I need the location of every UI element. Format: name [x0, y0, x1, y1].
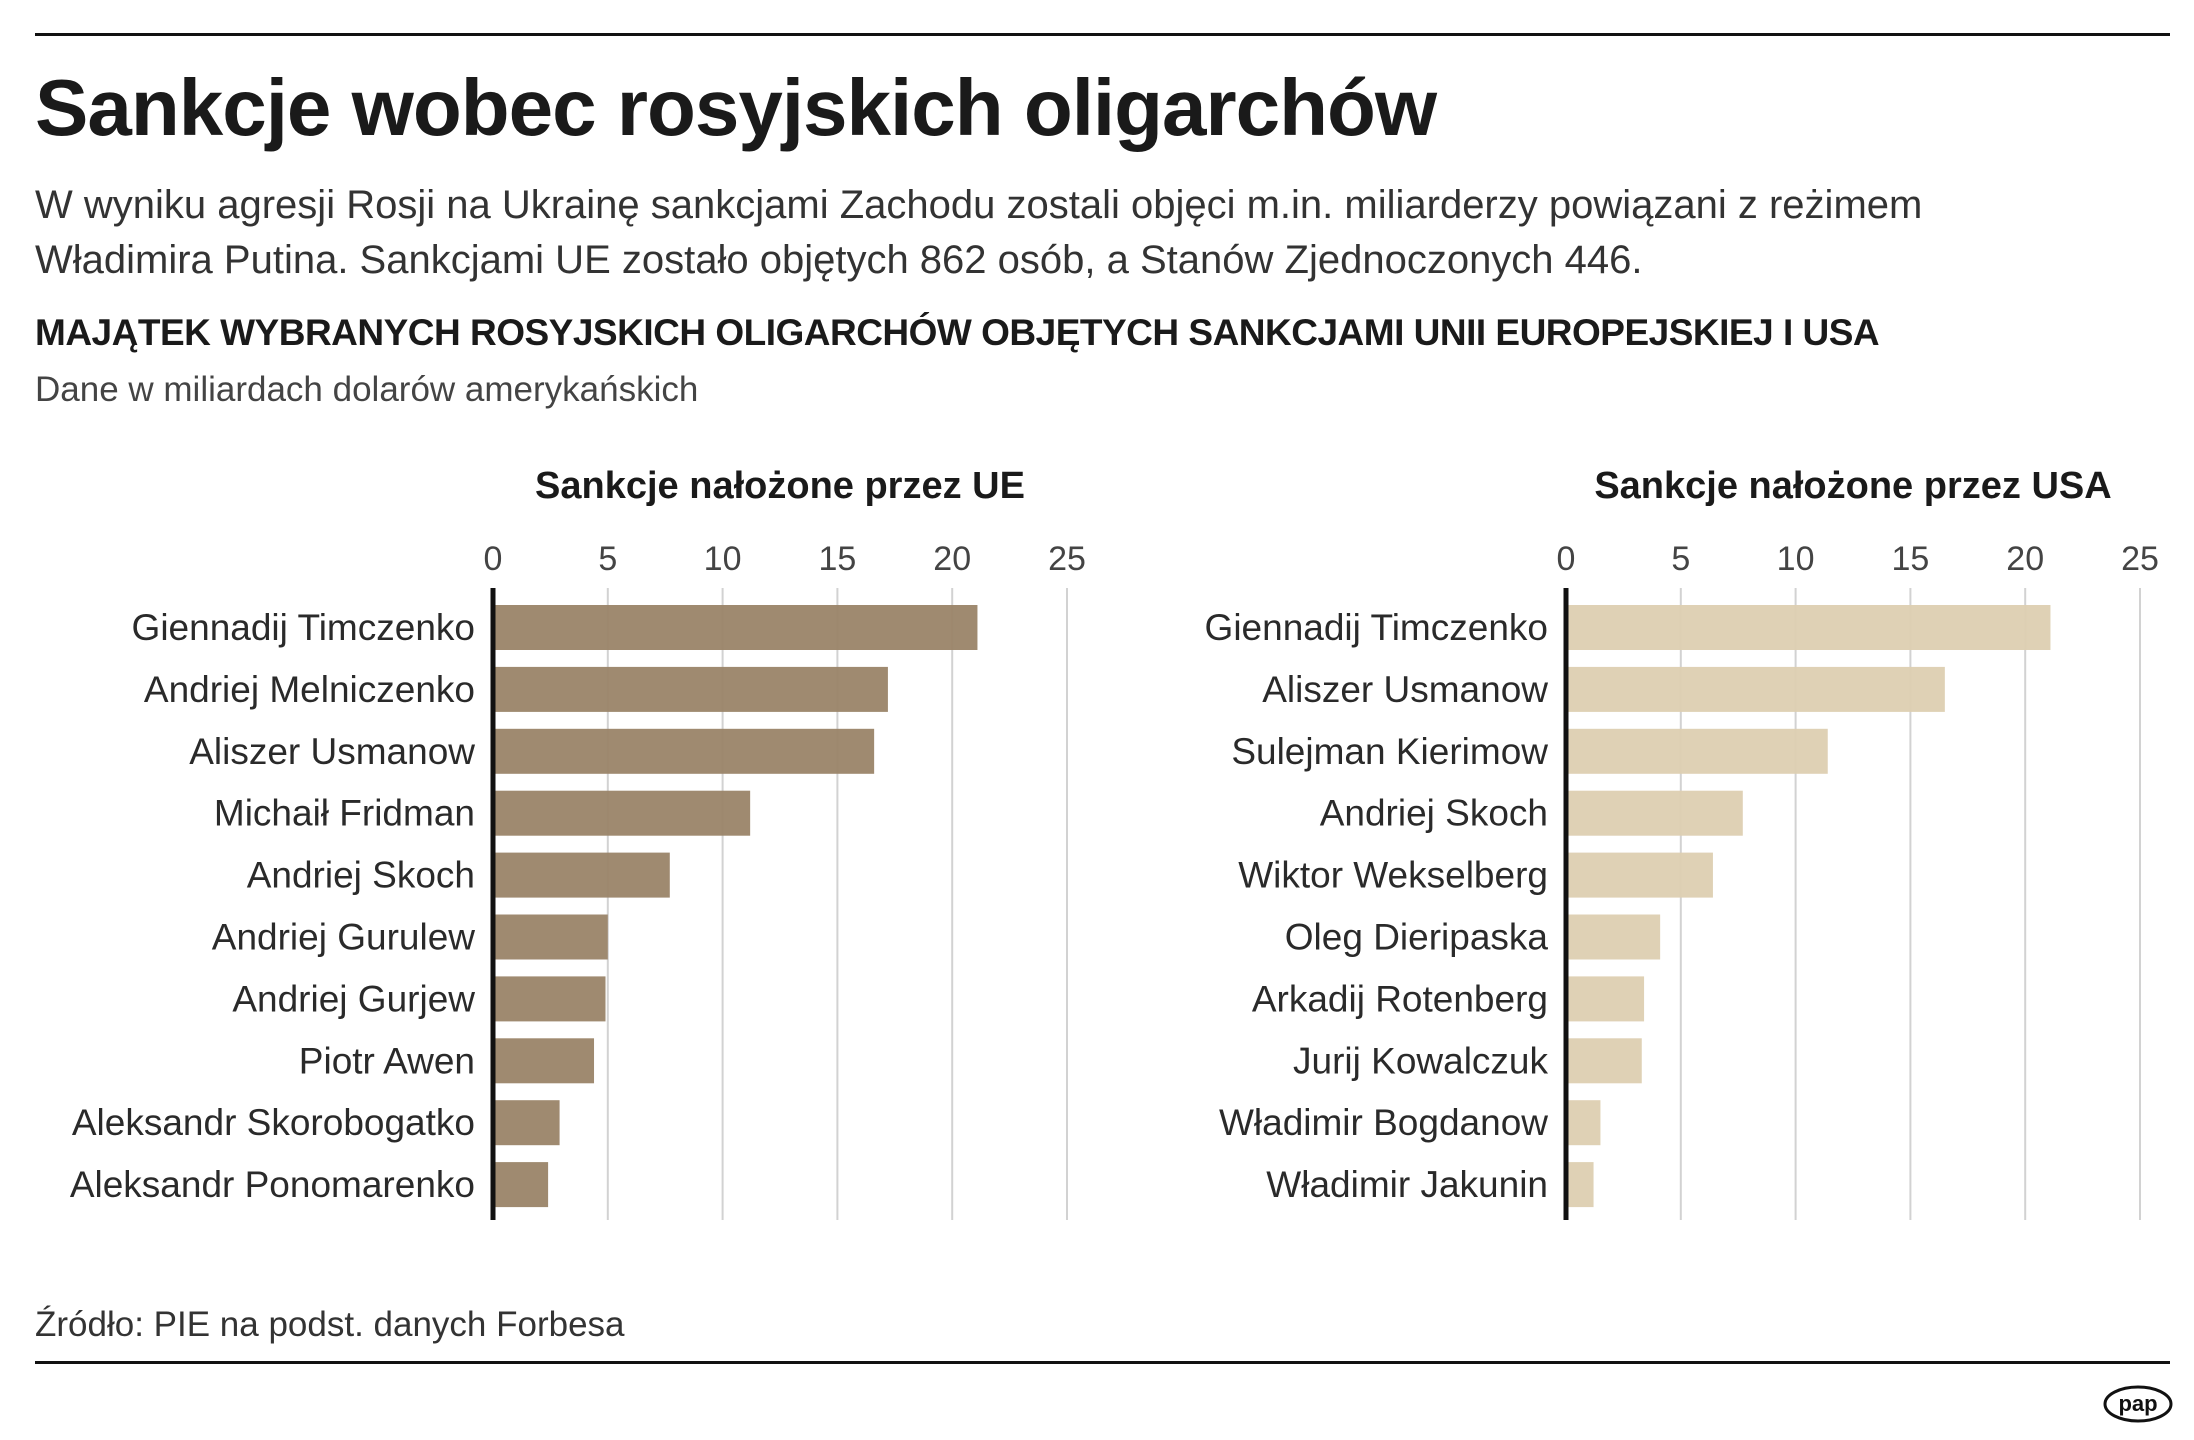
bottom-rule: [35, 1361, 2170, 1364]
category-label: Giennadij Timczenko: [132, 607, 475, 648]
x-tick-label: 0: [484, 540, 503, 578]
subtitle-line-1: W wyniku agresji Rosji na Ukrainę sankcj…: [35, 183, 1923, 227]
chart-eu: Sankcje nałożone przez UE 0 5 10 15 20 25 Gienn…: [70, 465, 1086, 1220]
category-label: Michaił Fridman: [214, 793, 475, 834]
category-label: Piotr Awen: [299, 1040, 475, 1081]
bar: [493, 1100, 560, 1146]
unit-note: Dane w miliardach dolarów amerykańskich: [35, 370, 699, 409]
x-tick-label: 5: [598, 540, 617, 578]
bar: [493, 1038, 595, 1084]
category-label: Andriej Melniczenko: [144, 669, 475, 710]
category-label: Aleksandr Skorobogatko: [72, 1102, 475, 1143]
subtitle-line-2: Władimira Putina. Sankcjami UE zostało o…: [35, 238, 1643, 282]
bar: [493, 976, 606, 1022]
x-tick-label: 15: [818, 540, 856, 578]
source-note: Źródło: PIE na podst. danych Forbesa: [35, 1305, 625, 1344]
x-tick-label: 10: [704, 540, 742, 578]
bar: [493, 914, 608, 960]
x-tick-label: 20: [933, 540, 971, 578]
bar: [493, 666, 888, 712]
svg-text:pap: pap: [2118, 1391, 2157, 1416]
category-label: Andriej Gurjew: [232, 978, 475, 1019]
category-label: Aliszer Usmanow: [189, 731, 475, 772]
bar: [493, 852, 670, 898]
bar: [493, 728, 875, 774]
x-tick-label: 25: [1048, 540, 1086, 578]
bar: [493, 1162, 549, 1208]
pap-logo: pap: [2103, 1385, 2173, 1423]
top-rule: [35, 33, 2170, 36]
chart-header: MAJĄTEK WYBRANYCH ROSYJSKICH OLIGARCHÓW …: [35, 312, 1880, 353]
category-label: Andriej Gurulew: [212, 917, 476, 958]
chart-title: Sankcje nałożone przez UE: [535, 465, 1025, 507]
category-label: Aleksandr Ponomarenko: [70, 1164, 475, 1205]
bar: [493, 790, 751, 836]
page-title: Sankcje wobec rosyjskich oligarchów: [35, 63, 1437, 152]
bar: [493, 605, 978, 650]
category-label: Andriej Skoch: [247, 855, 475, 896]
